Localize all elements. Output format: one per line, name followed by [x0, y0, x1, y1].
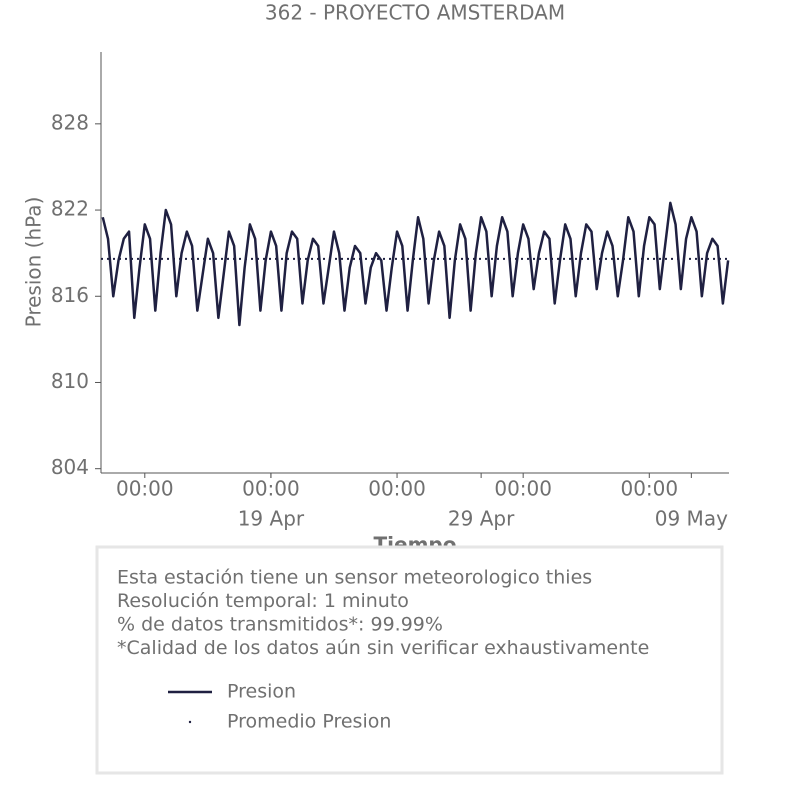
info-text: Esta estación tiene un sensor meteorolog…: [117, 567, 592, 589]
info-text: Resolución temporal: 1 minuto: [117, 590, 409, 612]
x-tick-label: 00:00: [116, 477, 174, 501]
legend-label: Presion: [227, 681, 296, 703]
x-tick-label: 00:00: [242, 477, 300, 501]
x-major-tick-label: 29 Apr: [448, 507, 515, 531]
info-text: *Calidad de los datos aún sin verificar …: [117, 637, 649, 659]
chart-title: 362 - PROYECTO AMSTERDAM: [265, 1, 565, 25]
legend-swatch: [188, 720, 192, 724]
x-major-tick-label: 19 Apr: [238, 507, 305, 531]
y-tick-label: 804: [51, 455, 89, 479]
legend-label: Promedio Presion: [227, 711, 391, 733]
x-tick-label: 00:00: [368, 477, 426, 501]
y-axis-label: Presion (hPa): [22, 197, 46, 328]
x-major-tick-label: 09 May: [655, 507, 728, 531]
y-tick-label: 828: [51, 110, 89, 134]
y-tick-label: 822: [51, 197, 89, 221]
x-tick-label: 00:00: [494, 477, 552, 501]
data-line: [101, 201, 730, 327]
x-tick-label: 00:00: [620, 477, 678, 501]
y-tick-label: 810: [51, 369, 89, 393]
y-tick-label: 816: [51, 283, 89, 307]
info-text: % de datos transmitidos*: 99.99%: [117, 614, 443, 636]
info-box: [95, 545, 724, 775]
